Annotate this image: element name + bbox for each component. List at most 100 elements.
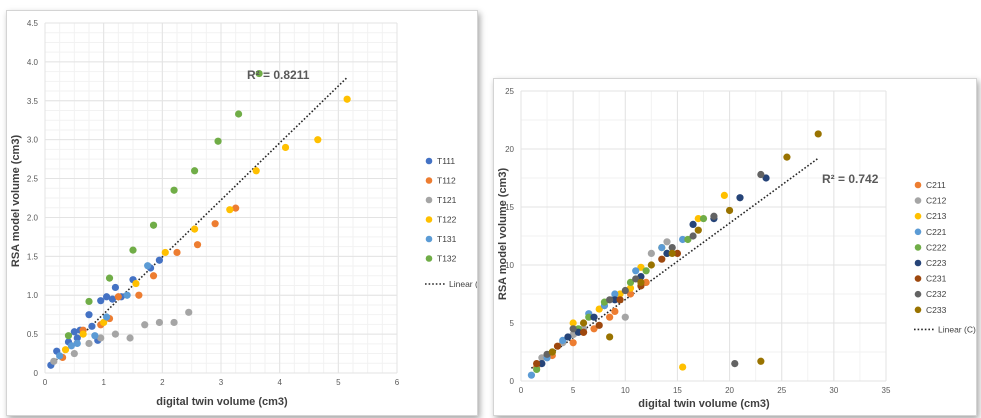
data-point bbox=[611, 290, 619, 298]
data-point bbox=[725, 206, 734, 215]
data-point bbox=[783, 153, 791, 161]
data-point bbox=[123, 291, 131, 299]
y-tick-label: 0 bbox=[34, 369, 39, 378]
data-point bbox=[632, 275, 640, 283]
y-tick-label: 5 bbox=[510, 319, 515, 328]
data-point bbox=[135, 291, 143, 299]
legend-marker bbox=[425, 235, 433, 243]
scatter-chart-c: 0 5 10 15 20 25 0 5 10 15 20 25 30 35 R² = 0.742 digita… bbox=[497, 87, 976, 410]
data-point bbox=[684, 235, 692, 244]
data-point bbox=[97, 297, 105, 305]
data-point bbox=[720, 191, 728, 199]
x-tick-label: 5 bbox=[336, 378, 341, 387]
data-point bbox=[252, 167, 260, 175]
data-point bbox=[214, 137, 222, 145]
data-point bbox=[235, 110, 243, 118]
data-point bbox=[606, 333, 614, 341]
data-point bbox=[170, 318, 178, 327]
data-point bbox=[663, 238, 671, 246]
data-point bbox=[314, 136, 322, 144]
data-point bbox=[668, 249, 676, 257]
legend-marker bbox=[425, 177, 433, 184]
y-tick-label: 20 bbox=[505, 145, 514, 154]
data-point bbox=[105, 274, 114, 282]
y-tick-label: 4.5 bbox=[27, 19, 39, 28]
data-point bbox=[61, 346, 70, 354]
data-point bbox=[663, 249, 671, 257]
legend-label: C221 bbox=[926, 227, 947, 237]
legend-label: C212 bbox=[926, 196, 947, 206]
legend-label: C211 bbox=[926, 180, 946, 190]
data-point bbox=[232, 204, 240, 212]
data-point bbox=[114, 293, 122, 301]
data-point bbox=[606, 313, 614, 321]
data-point bbox=[606, 296, 614, 304]
legend-marker bbox=[914, 197, 922, 204]
data-point bbox=[533, 365, 541, 373]
data-point bbox=[621, 313, 629, 321]
y-axis-title: RSA model volume (cm3) bbox=[10, 135, 22, 268]
x-tick-label: 0 bbox=[43, 378, 48, 387]
legend-label: T121 bbox=[437, 195, 457, 205]
data-point bbox=[590, 325, 598, 333]
data-point bbox=[185, 308, 193, 316]
data-point bbox=[626, 290, 635, 298]
data-point bbox=[731, 360, 739, 368]
data-point bbox=[611, 307, 619, 315]
data-point bbox=[616, 290, 624, 298]
x-tick-label: 35 bbox=[882, 386, 891, 395]
data-point bbox=[149, 221, 158, 229]
data-point bbox=[647, 261, 655, 269]
x-tick-label: 4 bbox=[277, 378, 282, 387]
data-point bbox=[226, 206, 234, 214]
data-point bbox=[85, 311, 93, 319]
legend-marker bbox=[914, 228, 922, 236]
data-point bbox=[88, 322, 96, 330]
data-point bbox=[155, 256, 163, 264]
data-point bbox=[533, 360, 541, 368]
data-point bbox=[193, 241, 202, 249]
data-point bbox=[679, 363, 687, 371]
legend-label: T132 bbox=[437, 254, 457, 264]
data-point bbox=[658, 255, 666, 263]
x-tick-label: 25 bbox=[777, 386, 786, 395]
data-point bbox=[647, 249, 655, 257]
r-squared-label: R² = 0.8211 bbox=[247, 68, 310, 82]
data-point bbox=[595, 305, 603, 313]
legend-marker bbox=[914, 244, 922, 251]
x-tick-label: 0 bbox=[519, 386, 524, 395]
data-point bbox=[149, 272, 158, 280]
data-point bbox=[611, 296, 619, 304]
data-point bbox=[64, 332, 73, 340]
legend-marker bbox=[425, 157, 433, 165]
y-tick-label: 0.5 bbox=[27, 330, 39, 339]
x-tick-label: 15 bbox=[673, 386, 682, 395]
data-point bbox=[694, 226, 702, 234]
data-point bbox=[585, 313, 593, 321]
data-point bbox=[111, 330, 119, 338]
data-point bbox=[642, 267, 650, 275]
data-point bbox=[621, 286, 629, 295]
legend-label: T111 bbox=[437, 156, 455, 166]
x-tick-label: 6 bbox=[395, 378, 400, 387]
trendline bbox=[50, 76, 348, 366]
legend-marker bbox=[914, 212, 922, 220]
data-point bbox=[564, 333, 572, 341]
data-point bbox=[103, 293, 111, 301]
data-point bbox=[343, 95, 351, 103]
data-point bbox=[736, 194, 744, 202]
y-tick-label: 1.5 bbox=[27, 252, 39, 261]
legend-label: C213 bbox=[926, 211, 947, 221]
data-point bbox=[155, 318, 163, 327]
legend-label: T131 bbox=[437, 234, 457, 244]
data-point bbox=[699, 215, 708, 223]
data-point bbox=[553, 342, 562, 350]
chart-panel-t: 0 0.5 1.0 1.5 2.0 2.5 3.0 3.5 4.0 4.5 0 1 2 3 4 5 6 R² = … bbox=[6, 10, 478, 416]
data-point bbox=[527, 371, 536, 379]
x-tick-label: 20 bbox=[725, 386, 734, 395]
data-point bbox=[191, 167, 199, 175]
y-tick-label: 2.5 bbox=[27, 175, 39, 184]
data-point bbox=[579, 319, 588, 327]
data-point bbox=[694, 215, 702, 223]
chart-panel-c: 0 5 10 15 20 25 0 5 10 15 20 25 30 35 R² = 0.742 digita… bbox=[493, 78, 977, 416]
